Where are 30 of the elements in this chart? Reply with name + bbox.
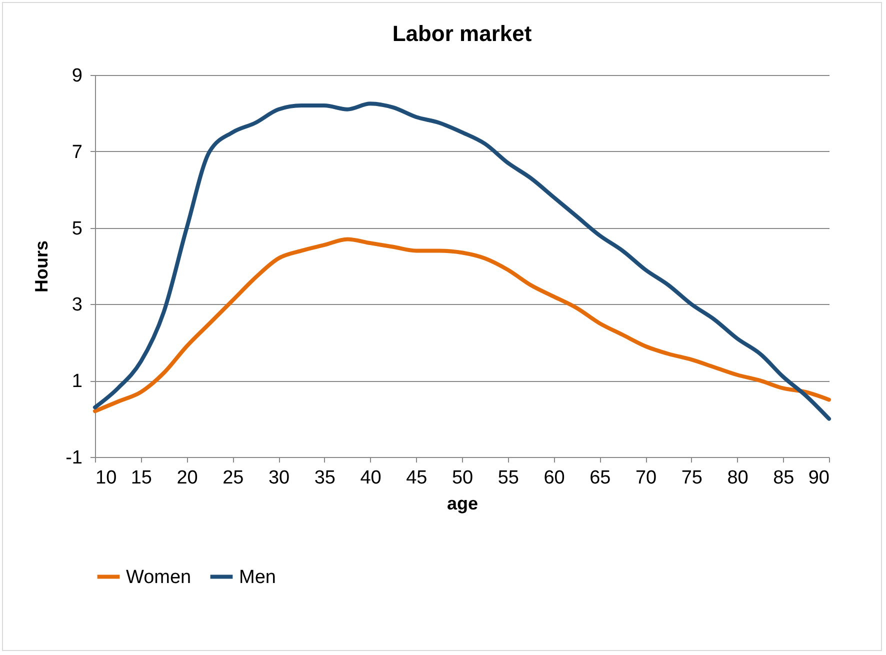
x-tick-label: 20 (176, 468, 198, 488)
x-tick-label: 75 (681, 468, 702, 488)
x-tick-label: 10 (96, 468, 117, 488)
y-tick-label: 3 (72, 294, 82, 316)
x-tick-label: 85 (773, 468, 794, 488)
y-tick-label: -1 (66, 448, 82, 468)
y-axis-title: Hours (32, 240, 52, 293)
y-tick-label: 5 (72, 218, 82, 240)
x-tick-label: 90 (808, 468, 830, 488)
x-tick-label: 70 (635, 468, 657, 488)
x-tick-label: 55 (498, 468, 519, 488)
x-tick-label: 45 (406, 468, 428, 488)
x-tick-label: 25 (222, 468, 244, 488)
y-tick-label: 1 (72, 371, 82, 392)
x-tick-label: 60 (544, 468, 565, 488)
x-tick-label: 50 (452, 468, 474, 488)
x-tick-label: 65 (590, 468, 611, 488)
line-series (93, 237, 831, 414)
x-tick-label: 35 (314, 468, 336, 488)
legend-label: Women (126, 566, 192, 588)
legend-label: Men (239, 566, 276, 588)
x-axis-title: age (446, 494, 478, 514)
y-tick-label: 7 (72, 142, 82, 163)
line-series (93, 102, 831, 421)
x-tick-label: 80 (727, 468, 748, 488)
x-tick-label: 40 (360, 468, 382, 488)
y-tick-label: 9 (72, 66, 82, 86)
x-tick-label: 15 (130, 468, 152, 488)
x-tick-label: 30 (268, 468, 290, 488)
chart-title: Labor market (392, 21, 532, 46)
